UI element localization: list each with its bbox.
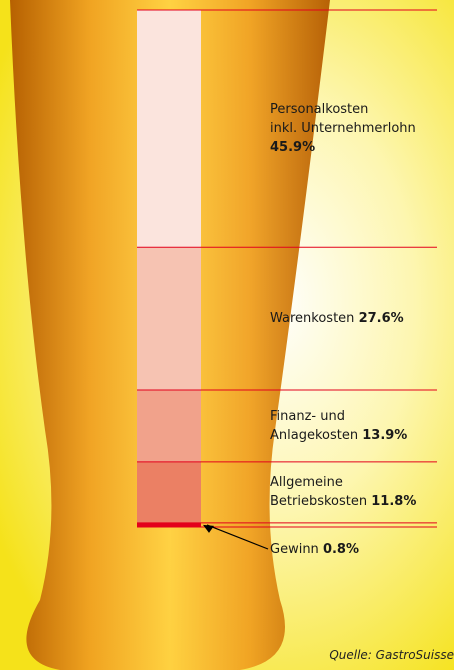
segment-name: Gewinn (270, 542, 319, 557)
bar-segment (137, 247, 201, 390)
segment-name: Finanz- und Anlagekosten (270, 409, 358, 443)
segment-value: 11.8% (371, 494, 416, 509)
segment-label: Warenkosten 27.6% (270, 309, 454, 328)
segment-value: 0.8% (323, 542, 359, 557)
segment-value: 13.9% (362, 428, 407, 443)
bar-segment (137, 10, 201, 247)
segment-value: 27.6% (359, 311, 404, 326)
segment-name: Warenkosten (270, 311, 354, 326)
bar-segment (137, 462, 201, 523)
segment-name: Allgemeine Betriebskosten (270, 475, 367, 509)
segment-label: Finanz- und Anlagekosten 13.9% (270, 407, 454, 445)
bar-segment (137, 523, 201, 527)
segment-name: Personalkosten inkl. Unternehmerlohn (270, 102, 416, 136)
segment-label: Gewinn 0.8% (270, 540, 454, 559)
segment-value: 45.9% (270, 140, 315, 155)
chart: Quelle: GastroSuisse Personalkosten inkl… (0, 0, 454, 670)
segment-label: Personalkosten inkl. Unternehmerlohn 45.… (270, 100, 454, 157)
bar-segment (137, 390, 201, 462)
source: Quelle: GastroSuisse (329, 648, 454, 662)
segment-label: Allgemeine Betriebskosten 11.8% (270, 473, 454, 511)
